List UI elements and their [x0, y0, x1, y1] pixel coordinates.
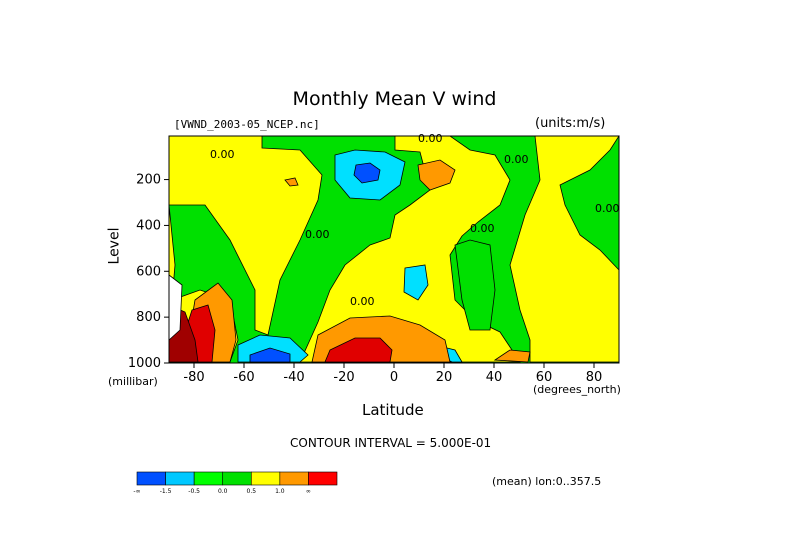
colorbar-swatch [193, 471, 224, 486]
x-tick-label: 0 [390, 370, 398, 385]
region-strong-positive-lower-centre [324, 337, 393, 363]
colorbar-swatch [136, 471, 166, 486]
x-axis-unit: (degrees_north) [533, 383, 621, 396]
colorbar-label: 1.0 [275, 488, 285, 495]
region-positive-lower-right [493, 349, 531, 363]
contour-label: 0.00 [504, 153, 529, 166]
region-positive-upper [417, 159, 456, 191]
region-negative-pocket [454, 239, 496, 331]
contour-label: 0.00 [350, 295, 375, 308]
y-tick-label: 800 [136, 310, 161, 325]
colorbar-label: 0.0 [218, 488, 228, 495]
x-tick-label: -80 [183, 370, 204, 385]
plot-axes: -80 -60 -40 -20 0 20 40 60 80 200 400 600 800 1000 [128, 135, 620, 385]
y-tick-label: 600 [136, 264, 161, 279]
colorbar-swatch [279, 471, 309, 486]
x-tick-label: -20 [333, 370, 354, 385]
colorbar-label: -1.5 [160, 488, 172, 495]
x-tick-label: -40 [283, 370, 304, 385]
region-positive-small [284, 177, 299, 187]
contour-label: 0.00 [595, 202, 620, 215]
chart-title: Monthly Mean V wind [292, 88, 497, 110]
colorbar: -∞ -1.5 -0.5 0.0 0.5 1.0 ∞ [133, 471, 338, 495]
x-tick-label: 40 [486, 370, 503, 385]
contour-label: 0.00 [418, 132, 443, 145]
x-axis-title: Latitude [362, 401, 424, 419]
mean-lon-label: (mean) lon:0..357.5 [492, 475, 602, 488]
colorbar-label: 0.5 [247, 488, 257, 495]
y-tick-label: 1000 [128, 356, 161, 371]
units-label: (units:m/s) [535, 116, 606, 131]
y-tick-label: 400 [136, 218, 161, 233]
colorbar-swatch [308, 471, 338, 486]
colorbar-label: ∞ [306, 488, 311, 495]
x-tick-label: -60 [233, 370, 254, 385]
y-axis-unit: (millibar) [108, 375, 158, 388]
region-missing-data [168, 274, 183, 341]
dataset-label: [VWND_2003-05_NCEP.nc] [174, 118, 320, 131]
contour-label: 0.00 [305, 228, 330, 241]
region-negative-mid [403, 264, 429, 301]
region-positive-upper-left [168, 135, 323, 336]
contour-label: 0.00 [210, 148, 235, 161]
x-tick-label: 60 [536, 370, 553, 385]
contour-label: 0.00 [470, 222, 495, 235]
colorbar-label: -∞ [133, 488, 140, 495]
colorbar-label: -0.5 [188, 488, 200, 495]
contour-interval-label: CONTOUR INTERVAL = 5.000E-01 [290, 436, 492, 450]
y-tick-label: 200 [136, 173, 161, 188]
y-axis-title: Level [106, 227, 123, 265]
x-tick-label: 80 [586, 370, 603, 385]
x-tick-label: 20 [436, 370, 453, 385]
region-strong-negative-lower-left [249, 347, 291, 363]
colorbar-swatch [250, 471, 281, 486]
region-strong-negative-upper [353, 162, 381, 184]
wind-field: 0.00 0.00 0.00 0.00 0.00 0.00 0.00 [168, 132, 620, 363]
colorbar-swatch [222, 471, 252, 486]
colorbar-swatch [165, 471, 195, 486]
region-positive-centre [299, 135, 521, 363]
